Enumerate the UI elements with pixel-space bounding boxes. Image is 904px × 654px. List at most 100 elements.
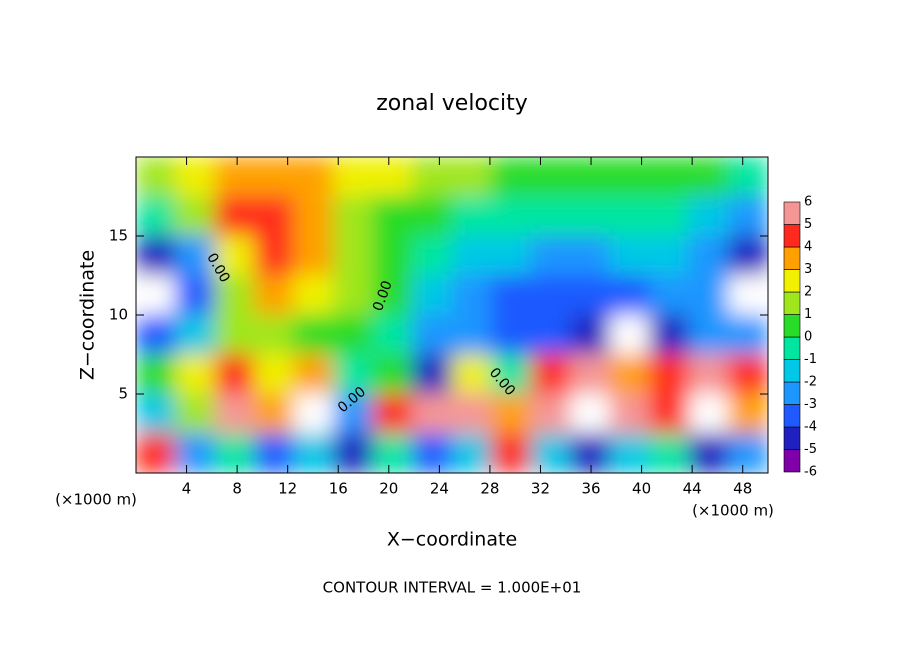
colorbar-band [783, 404, 801, 428]
field-cell [530, 393, 571, 434]
field-cell [728, 235, 768, 276]
field-cell [254, 196, 295, 237]
field-cell [491, 354, 532, 395]
field-cell [175, 433, 216, 473]
field-cell [530, 314, 571, 355]
colorbar-label: 2 [804, 285, 812, 300]
field-cell [333, 433, 374, 473]
field-cell [649, 354, 690, 395]
colorbar-label: 3 [804, 262, 812, 277]
field-cell [254, 314, 295, 355]
x-tick-label: 20 [379, 480, 398, 498]
y-tick-label: 5 [118, 385, 128, 403]
colorbar-band [783, 314, 801, 338]
field-cell [412, 314, 453, 355]
field-cell [570, 433, 611, 473]
field-cell [412, 157, 453, 197]
field-cell [214, 354, 255, 395]
field-cell [451, 393, 492, 434]
field-cell [293, 314, 334, 355]
field-cell [372, 196, 413, 237]
field-cell [570, 157, 611, 197]
field-cell [649, 393, 690, 434]
x-unit-label: (×1000 m) [55, 491, 137, 509]
field-cell [412, 235, 453, 276]
field-cell [728, 196, 768, 237]
colorbar-band [783, 426, 801, 450]
field-cell [530, 196, 571, 237]
field-cell [688, 275, 729, 316]
field-cell [570, 275, 611, 316]
colorbar-label: -5 [804, 442, 817, 457]
field-cell [688, 196, 729, 237]
colorbar-label: -6 [804, 465, 817, 480]
field-cell [412, 196, 453, 237]
field-cell [570, 196, 611, 237]
colorbar-label: 6 [804, 195, 812, 210]
field-cell [688, 314, 729, 355]
field-cell [451, 157, 492, 197]
field-cell [491, 393, 532, 434]
colorbar-band [783, 269, 801, 293]
field-cell [175, 314, 216, 355]
footer: CONTOUR INTERVAL = 1.000E+01 [323, 579, 582, 597]
field-cell [491, 314, 532, 355]
field-cell [570, 393, 611, 434]
field-cell [491, 433, 532, 473]
x-tick-label: 12 [278, 480, 297, 498]
field-cell [372, 393, 413, 434]
field-cell [609, 354, 650, 395]
x-tick-label: 28 [480, 480, 499, 498]
field-cell [491, 157, 532, 197]
field-cell [293, 433, 334, 473]
x-tick-label: 48 [733, 480, 752, 498]
field-cell [451, 275, 492, 316]
field-cell [530, 354, 571, 395]
colorbar-band [783, 291, 801, 315]
field-cell [293, 157, 334, 197]
field-cell [293, 275, 334, 316]
field-cell [214, 393, 255, 434]
field-cell [609, 235, 650, 276]
plot-frame [135, 156, 769, 474]
y-axis-label: Z−coordinate [77, 250, 99, 380]
field-cell [570, 235, 611, 276]
x-tick-label: 8 [232, 480, 242, 498]
field-cell [254, 354, 295, 395]
field-cell [609, 433, 650, 473]
field-cell [451, 354, 492, 395]
field-cell [649, 433, 690, 473]
field-cell [412, 354, 453, 395]
field-cell [451, 314, 492, 355]
field-cell [214, 433, 255, 473]
field-cell [175, 275, 216, 316]
field-cell [451, 196, 492, 237]
field-cell [412, 433, 453, 473]
field-cell [688, 433, 729, 473]
field-cell [530, 433, 571, 473]
colorbar-band [783, 449, 801, 473]
colorbar-band [783, 336, 801, 360]
field-cell [728, 354, 768, 395]
colorbar-band [783, 381, 801, 405]
chart-title: zonal velocity [376, 91, 528, 116]
field-cell [728, 393, 768, 434]
field-cell [136, 314, 176, 355]
field-cell [175, 235, 216, 276]
field-cell [333, 314, 374, 355]
colorbar-band [783, 359, 801, 383]
colorbar-band [783, 201, 801, 225]
y-tick-label: 15 [109, 227, 128, 245]
field-cell [293, 393, 334, 434]
field-cell [530, 157, 571, 197]
field-cell [136, 157, 176, 197]
field-cell [254, 275, 295, 316]
field-cell [254, 235, 295, 276]
cells [136, 157, 768, 473]
field-cell [570, 314, 611, 355]
colorbar-label: 0 [804, 330, 812, 345]
field-cell [491, 196, 532, 237]
field-cell [728, 433, 768, 473]
field-cell [333, 235, 374, 276]
field-cell [136, 393, 176, 434]
